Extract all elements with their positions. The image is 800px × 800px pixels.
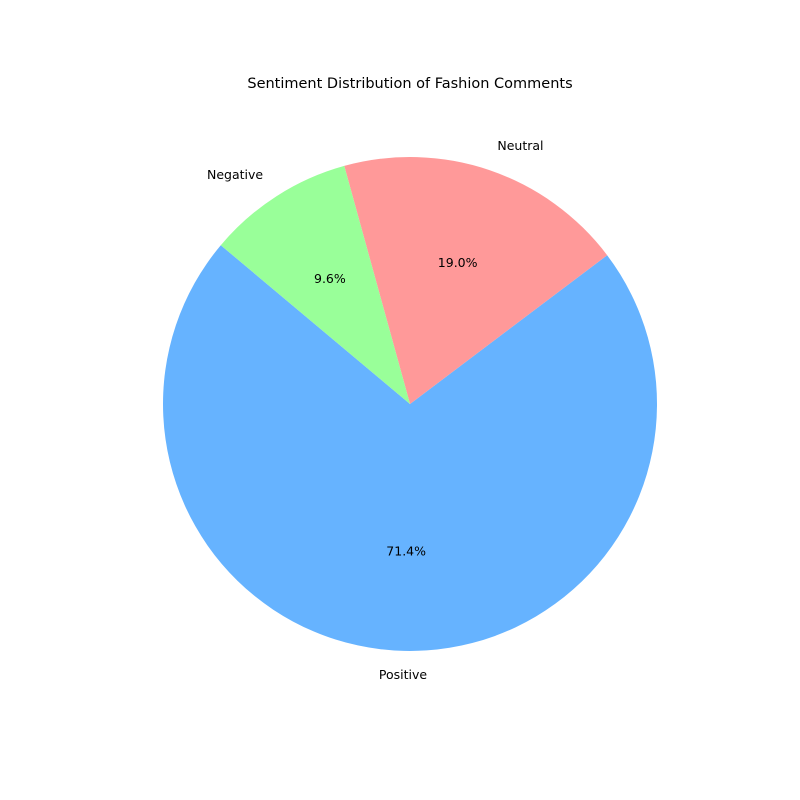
chart-title: Sentiment Distribution of Fashion Commen… — [247, 76, 572, 92]
slice-percent-negative: 9.6% — [314, 271, 346, 286]
pie-slice-negative — [220, 165, 410, 404]
slice-percent-neutral: 19.0% — [438, 255, 478, 270]
pie-slice-neutral — [344, 156, 608, 404]
pie-slices — [163, 156, 658, 651]
slice-label-positive: Positive — [379, 667, 427, 682]
pie-slice-positive — [163, 245, 658, 651]
slice-label-negative: Negative — [207, 167, 263, 182]
slice-label-neutral: Neutral — [497, 138, 543, 153]
slice-percent-positive: 71.4% — [386, 544, 426, 559]
pie-labels: Positive 71.4% Neutral 19.0% Negative 9.6% — [207, 138, 543, 682]
